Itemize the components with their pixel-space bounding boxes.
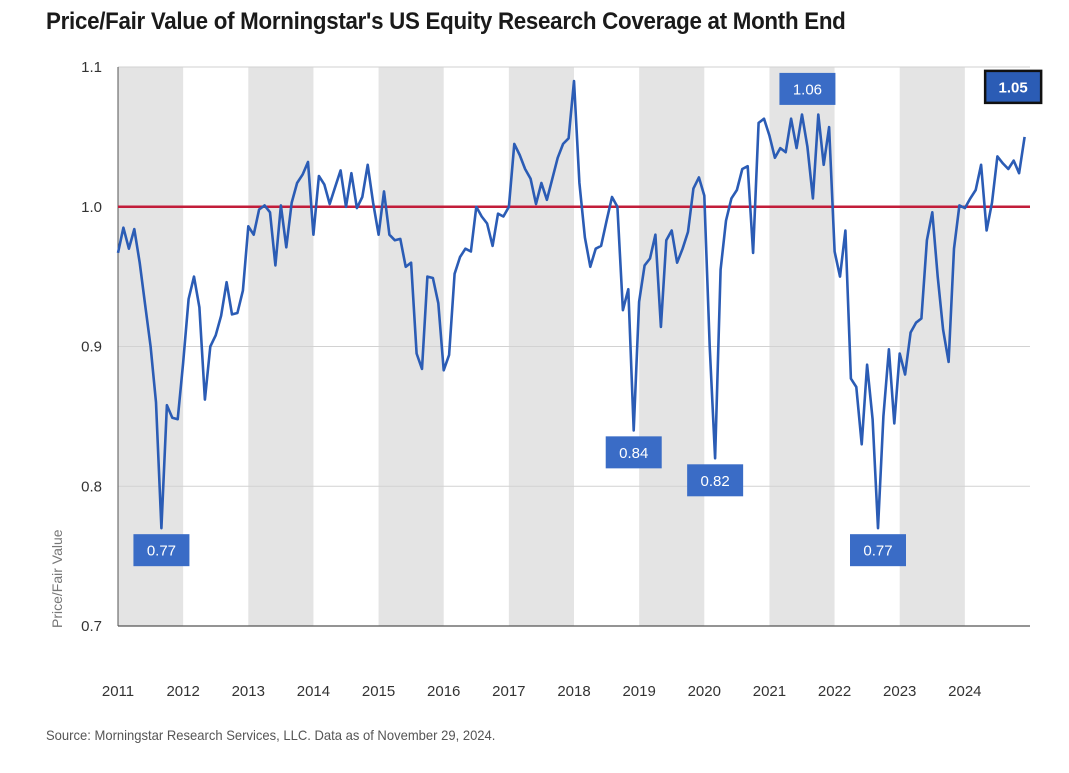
callout-label: 0.77 [147, 543, 176, 560]
x-tick-label: 2024 [948, 683, 981, 700]
callout-box [779, 72, 836, 105]
chart-title: Price/Fair Value of Morningstar's US Equ… [46, 8, 846, 35]
x-tick-label: 2014 [297, 683, 330, 700]
x-tick-label: 2011 [102, 683, 134, 700]
x-tick-label: 2019 [622, 683, 655, 700]
callout-label: 1.05 [999, 79, 1028, 96]
y-tick-label: 0.8 [81, 478, 102, 495]
callout-label: 0.84 [619, 445, 648, 462]
x-tick-label: 2012 [166, 683, 199, 700]
x-tick-label: 2023 [883, 683, 916, 700]
x-tick-label: 2020 [688, 683, 721, 700]
callout-box [605, 436, 662, 469]
x-tick-label: 2021 [753, 683, 786, 700]
y-tick-labels: 1.1 1.0 0.9 0.8 0.7 [81, 59, 102, 635]
callout-0.77: 0.77 [133, 534, 190, 567]
x-tick-label: 2016 [427, 683, 460, 700]
callouts: 0.77 0.84 0.82 1.06 0.77 1.05 [133, 69, 1043, 567]
callout-box [133, 534, 190, 567]
y-tick-label: 0.9 [81, 339, 102, 356]
x-tick-label: 2015 [362, 683, 395, 700]
x-tick-label: 2017 [492, 683, 525, 700]
x-tick-labels: 2011 2012 2013 2014 2015 2016 2017 2018 2019 2020… [102, 683, 982, 700]
series-group [116, 79, 1026, 530]
axes [117, 67, 1030, 627]
callout-box [850, 534, 906, 567]
callout-label: 0.77 [863, 543, 892, 560]
callout-0.82: 0.82 [687, 464, 744, 497]
x-tick-label: 2022 [818, 683, 851, 700]
source-note: Source: Morningstar Research Services, L… [46, 727, 496, 743]
y-tick-label: 1.1 [81, 59, 102, 76]
callout-0.77: 0.77 [850, 534, 906, 567]
callout-label: 1.06 [793, 81, 822, 98]
callout-box [983, 69, 1043, 105]
callout-1.05: 1.05 [983, 69, 1043, 105]
series-line [116, 79, 1026, 530]
y-tick-label: 1.0 [81, 199, 102, 216]
callout-label: 0.82 [701, 473, 730, 490]
callout-0.84: 0.84 [605, 436, 662, 469]
x-tick-label: 2013 [232, 683, 265, 700]
y-axis-label: Price/Fair Value [49, 529, 65, 628]
callout-box [687, 464, 744, 497]
x-tick-label: 2018 [557, 683, 590, 700]
callout-1.06: 1.06 [779, 72, 836, 105]
y-tick-label: 0.7 [81, 618, 102, 635]
